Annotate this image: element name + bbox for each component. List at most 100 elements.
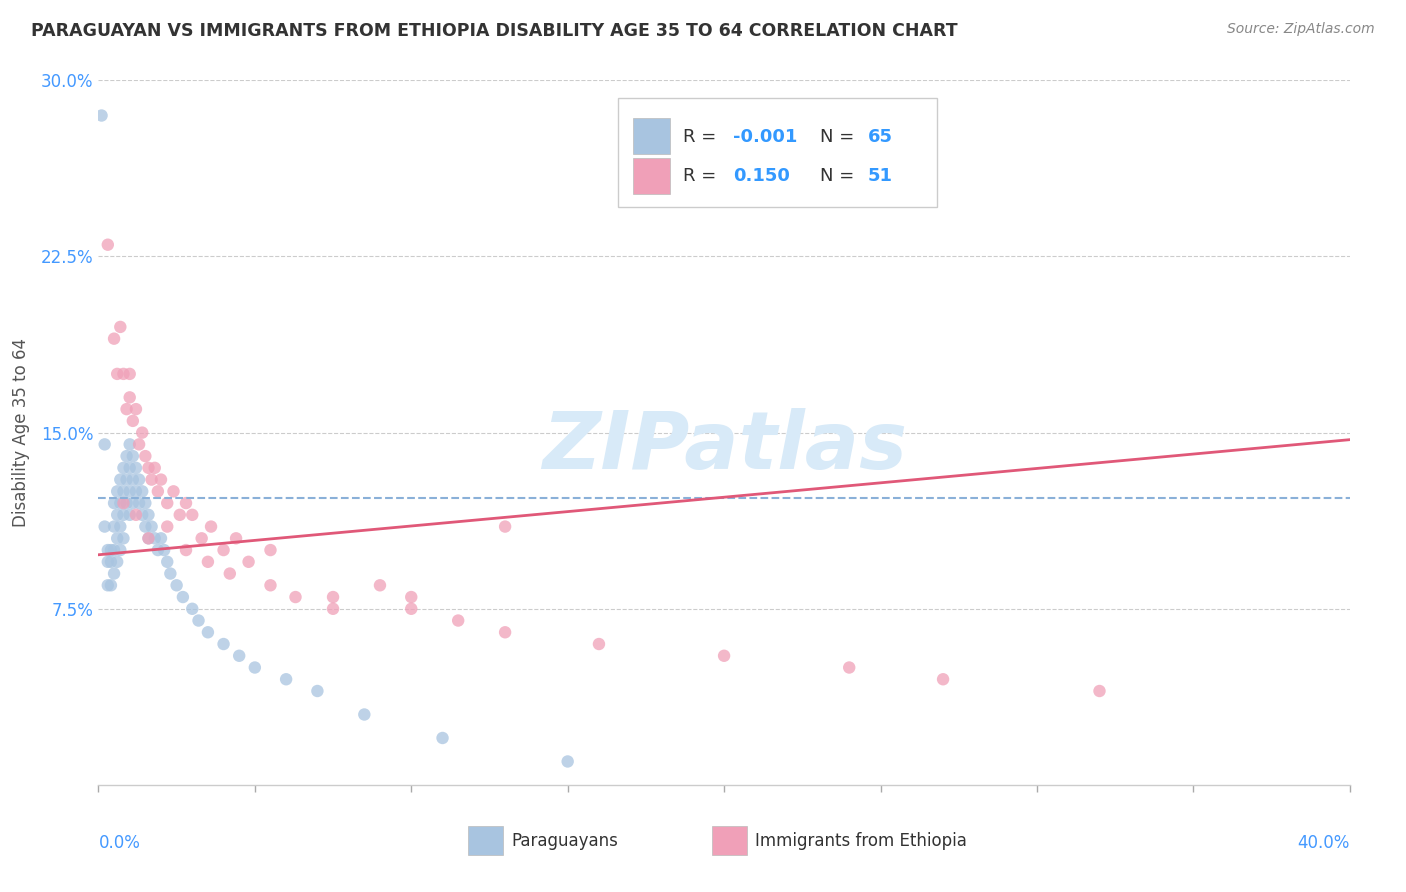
Point xyxy=(118,367,141,381)
Point xyxy=(1088,684,1111,698)
Point xyxy=(218,566,240,581)
Text: 51: 51 xyxy=(868,167,893,186)
Point xyxy=(110,496,132,510)
Point xyxy=(146,484,169,499)
FancyBboxPatch shape xyxy=(711,826,747,855)
FancyBboxPatch shape xyxy=(633,118,671,154)
Point xyxy=(150,473,173,487)
Point xyxy=(110,519,132,533)
Point xyxy=(159,566,181,581)
Point xyxy=(322,590,344,604)
Point xyxy=(121,414,143,428)
Point xyxy=(125,460,148,475)
Point xyxy=(143,532,166,546)
Point xyxy=(447,614,470,628)
Point xyxy=(128,496,150,510)
Point xyxy=(100,555,122,569)
Point xyxy=(105,555,128,569)
Point xyxy=(187,614,209,628)
Point xyxy=(162,484,184,499)
Point xyxy=(932,673,955,687)
Text: 0.150: 0.150 xyxy=(733,167,790,186)
Point xyxy=(259,543,281,558)
Text: R =: R = xyxy=(683,128,721,146)
Point xyxy=(115,402,138,417)
Point xyxy=(93,437,115,451)
Point xyxy=(134,519,156,533)
Point xyxy=(134,496,156,510)
Point xyxy=(181,508,204,522)
Point xyxy=(197,625,219,640)
Point xyxy=(138,532,160,546)
Point xyxy=(284,590,307,604)
Point xyxy=(368,578,391,592)
Point xyxy=(97,543,120,558)
Point xyxy=(105,532,128,546)
Text: 40.0%: 40.0% xyxy=(1298,834,1350,852)
Point xyxy=(112,508,135,522)
Point xyxy=(97,578,120,592)
Point xyxy=(121,449,143,463)
Point xyxy=(110,473,132,487)
Point xyxy=(105,508,128,522)
Point xyxy=(156,496,179,510)
Point xyxy=(128,437,150,451)
Point xyxy=(100,543,122,558)
Point xyxy=(274,673,298,687)
Point xyxy=(138,508,160,522)
Point xyxy=(713,648,735,663)
Point xyxy=(150,532,173,546)
Point xyxy=(401,590,423,604)
Point xyxy=(494,625,516,640)
Point xyxy=(125,508,148,522)
Point xyxy=(156,519,179,533)
Point xyxy=(494,519,516,533)
Point xyxy=(97,237,120,252)
Point xyxy=(90,108,112,122)
Point xyxy=(93,519,115,533)
Point xyxy=(97,555,120,569)
Text: 65: 65 xyxy=(868,128,893,146)
Point xyxy=(153,543,176,558)
Point xyxy=(103,543,125,558)
Point xyxy=(238,555,260,569)
Point xyxy=(118,390,141,404)
Text: ZIPatlas: ZIPatlas xyxy=(541,408,907,486)
Point xyxy=(307,684,329,698)
Point xyxy=(131,508,153,522)
Point xyxy=(112,532,135,546)
Point xyxy=(131,425,153,440)
Point xyxy=(353,707,375,722)
Point xyxy=(115,449,138,463)
FancyBboxPatch shape xyxy=(617,98,936,207)
Point xyxy=(112,367,135,381)
Point xyxy=(181,601,204,615)
Point xyxy=(100,578,122,592)
Point xyxy=(125,484,148,499)
Text: R =: R = xyxy=(683,167,721,186)
Point xyxy=(110,319,132,334)
Point xyxy=(105,484,128,499)
Text: N =: N = xyxy=(821,128,860,146)
Point xyxy=(103,519,125,533)
Point xyxy=(121,473,143,487)
Point xyxy=(259,578,281,592)
Point xyxy=(174,543,197,558)
Point xyxy=(432,731,454,745)
Point xyxy=(138,532,160,546)
Point xyxy=(212,637,235,651)
Point xyxy=(112,460,135,475)
Point xyxy=(125,402,148,417)
Point xyxy=(143,460,166,475)
Point xyxy=(141,473,163,487)
Text: 0.0%: 0.0% xyxy=(98,834,141,852)
Point xyxy=(169,508,191,522)
Point xyxy=(103,496,125,510)
Text: Paraguayans: Paraguayans xyxy=(512,831,619,849)
Point xyxy=(115,496,138,510)
Point xyxy=(200,519,222,533)
Point xyxy=(134,449,156,463)
Point xyxy=(401,601,423,615)
Text: PARAGUAYAN VS IMMIGRANTS FROM ETHIOPIA DISABILITY AGE 35 TO 64 CORRELATION CHART: PARAGUAYAN VS IMMIGRANTS FROM ETHIOPIA D… xyxy=(31,22,957,40)
Text: Source: ZipAtlas.com: Source: ZipAtlas.com xyxy=(1227,22,1375,37)
